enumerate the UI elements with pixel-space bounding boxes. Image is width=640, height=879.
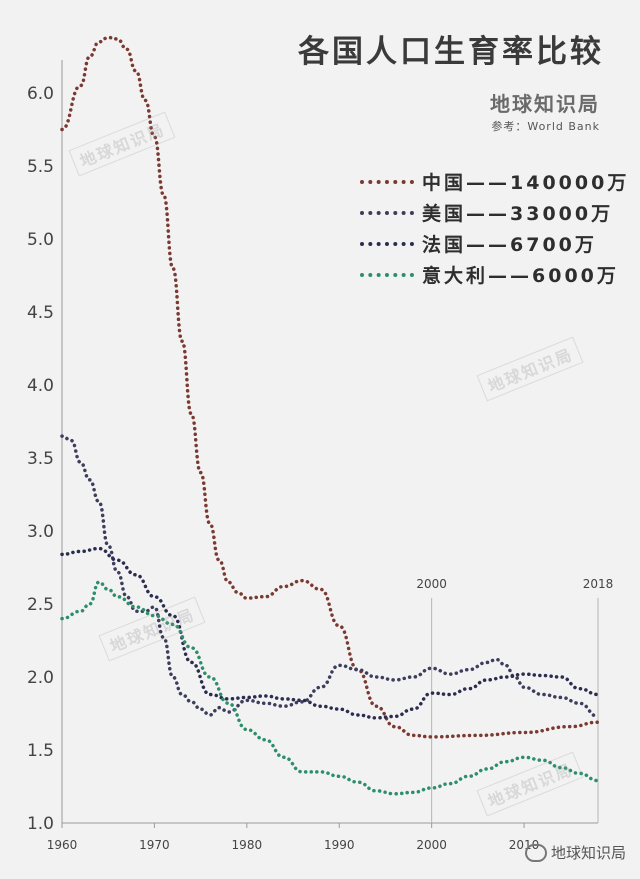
y-tick-label: 2.5 (27, 595, 54, 615)
x-tick-label: 2000 (416, 838, 447, 852)
y-tick-label: 3.0 (27, 522, 54, 542)
x-tick-label: 1970 (139, 838, 170, 852)
legend-item-china: 中国——140000万 (360, 166, 629, 197)
y-tick-label: 1.5 (27, 741, 54, 761)
reference-line-label: 2000 (416, 577, 447, 591)
series-line-0 (60, 35, 600, 739)
chart-title: 各国人口生育率比较 (298, 34, 604, 70)
footer-watermark-text: 地球知识局 (550, 844, 626, 862)
y-tick-label: 2.0 (27, 668, 54, 688)
chart-legend: 中国——140000万 美国——33000万 法国——6700万 意大利——60… (360, 166, 629, 290)
legend-swatch-france (360, 241, 414, 246)
y-tick-label: 5.0 (27, 230, 54, 250)
legend-label-italy: 意大利——6000万 (422, 265, 619, 287)
footer-watermark: 地球知识局 (524, 842, 626, 863)
y-tick-label: 6.0 (27, 84, 54, 104)
legend-swatch-usa (360, 210, 414, 215)
y-tick-label: 4.0 (27, 376, 54, 396)
series-line-1 (60, 434, 600, 719)
legend-label-usa: 美国——33000万 (422, 203, 614, 225)
legend-label-china: 中国——140000万 (422, 172, 630, 194)
x-tick-label: 1990 (324, 838, 355, 852)
reference-line-label: 2018 (583, 577, 614, 591)
data-source: 参考：World Bank (491, 120, 600, 133)
legend-item-italy: 意大利——6000万 (360, 259, 629, 290)
legend-swatch-china (360, 179, 414, 184)
y-tick-label: 5.5 (27, 157, 54, 177)
legend-item-france: 法国——6700万 (360, 228, 629, 259)
legend-label-france: 法国——6700万 (422, 234, 597, 256)
y-tick-label: 4.5 (27, 303, 54, 323)
series-line-2 (60, 546, 600, 720)
y-tick-label: 1.0 (27, 814, 54, 834)
x-tick-label: 1980 (232, 838, 263, 852)
y-tick-label: 3.5 (27, 449, 54, 469)
legend-swatch-italy (360, 272, 414, 277)
x-tick-label: 1960 (47, 838, 78, 852)
wechat-icon (524, 843, 547, 862)
series-line-3 (60, 580, 600, 796)
legend-item-usa: 美国——33000万 (360, 197, 629, 228)
brand-name: 地球知识局 (490, 92, 600, 116)
